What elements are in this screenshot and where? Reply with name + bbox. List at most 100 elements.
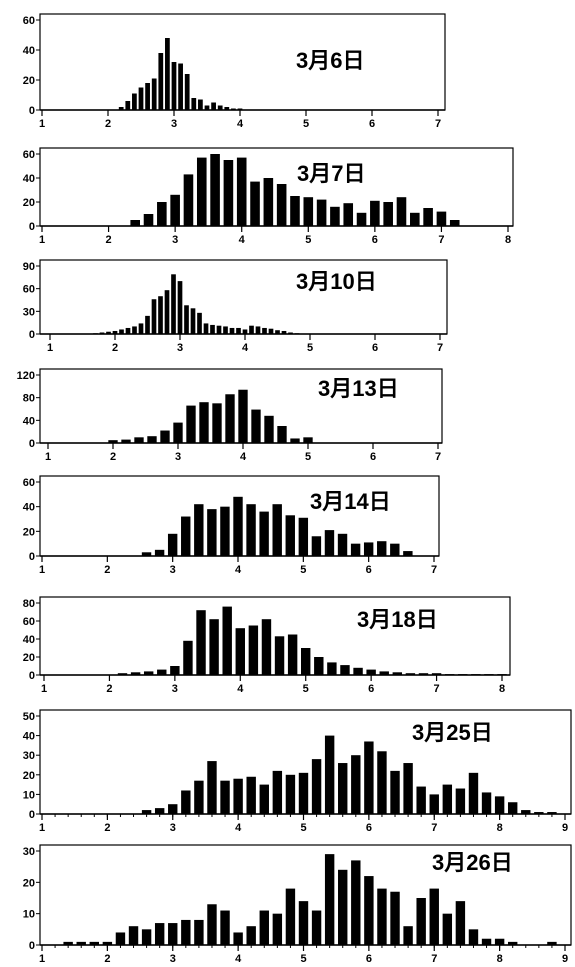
- chart-title: 3月7日: [297, 161, 365, 186]
- y-tick-label: 90: [23, 261, 35, 273]
- x-tick-label: 4: [235, 822, 242, 834]
- y-tick-label: 30: [23, 750, 35, 762]
- y-tick-label: 40: [23, 45, 35, 57]
- histogram-bar: [183, 174, 194, 226]
- histogram-bar: [63, 941, 73, 945]
- x-tick-label: 8: [497, 822, 503, 834]
- histogram-bar: [377, 888, 387, 945]
- y-tick-label: 80: [23, 598, 35, 610]
- histogram-bar: [233, 778, 243, 814]
- histogram-bar: [238, 389, 248, 443]
- histogram-bar: [220, 780, 230, 814]
- x-tick-label: 4: [235, 953, 242, 965]
- histogram-bar: [147, 436, 157, 443]
- histogram-bar: [340, 665, 350, 675]
- histogram-bar: [379, 671, 389, 675]
- histogram-bar: [416, 898, 426, 945]
- x-tick-label: 5: [300, 822, 306, 834]
- y-tick-label: 40: [23, 634, 35, 646]
- x-tick-label: 1: [39, 822, 45, 834]
- y-tick-label: 80: [23, 393, 35, 405]
- y-tick-label: 30: [23, 306, 35, 318]
- x-tick-label: 5: [300, 564, 306, 576]
- histogram-bar: [157, 202, 167, 226]
- histogram-bar: [311, 759, 322, 814]
- histogram-bar: [203, 323, 209, 334]
- histogram-panel-mar-13: 3月13日 1 2 3 4 5 6 7 0 40 80 120: [17, 368, 443, 463]
- histogram-bar: [130, 672, 141, 675]
- histogram-panel-mar-25: 3月25日 1 2 3 4 5 6 7 8 9 0 10 20 30 40 50: [23, 709, 572, 834]
- histogram-bar: [377, 541, 387, 556]
- y-tick-label: 0: [29, 221, 35, 233]
- x-tick-label: 5: [307, 342, 313, 354]
- histogram-bar: [89, 941, 99, 945]
- histogram-bar: [390, 891, 400, 945]
- histogram-panel-mar-26: 3月26日 1 2 3 4 5 6 7 8 9 0 10 20 30: [23, 844, 572, 965]
- histogram-bar: [330, 206, 340, 226]
- chart-title: 3月14日: [310, 489, 391, 514]
- y-tick-label: 40: [23, 502, 35, 514]
- histogram-bar: [276, 184, 287, 226]
- histogram-bar: [112, 330, 118, 334]
- chart-title: 3月25日: [412, 720, 493, 745]
- histogram-bar: [455, 901, 466, 945]
- histogram-bar: [303, 437, 313, 443]
- histogram-bar: [285, 515, 295, 556]
- x-tick-label: 6: [366, 953, 372, 965]
- chart-title: 3月6日: [296, 48, 364, 73]
- y-tick-label: 0: [29, 329, 35, 341]
- histogram-bar: [198, 99, 203, 110]
- histogram-bar: [287, 634, 298, 675]
- histogram-bar: [171, 62, 177, 110]
- y-tick-label: 0: [29, 940, 35, 952]
- histogram-bar: [125, 327, 131, 334]
- histogram-bar: [138, 323, 144, 334]
- histogram-bar: [403, 551, 413, 556]
- histogram-bar: [303, 197, 314, 226]
- histogram-bar: [134, 437, 144, 443]
- x-tick-label: 6: [366, 822, 372, 834]
- x-tick-label: 7: [438, 234, 444, 246]
- y-tick-label: 40: [23, 415, 35, 427]
- x-tick-label: 5: [305, 451, 311, 463]
- histogram-bar: [468, 772, 479, 814]
- x-tick-label: 9: [562, 953, 568, 965]
- histogram-bar: [351, 755, 361, 814]
- histogram-bar: [196, 157, 207, 226]
- x-tick-label: 4: [240, 451, 247, 463]
- x-tick-label: 4: [237, 118, 244, 130]
- histogram-bar: [377, 751, 387, 814]
- histogram-bar: [277, 426, 287, 443]
- histogram-bar: [125, 101, 131, 110]
- histogram-bar: [429, 888, 439, 945]
- histogram-bar: [132, 326, 137, 334]
- histogram-bar: [455, 788, 466, 814]
- x-tick-label: 1: [39, 564, 45, 576]
- histogram-bar: [121, 439, 131, 443]
- x-tick-label: 5: [305, 234, 311, 246]
- plot-frame: [39, 259, 448, 335]
- histogram-bar: [494, 796, 505, 814]
- histogram-bar: [168, 804, 178, 814]
- chart-title: 3月10日: [296, 269, 377, 294]
- histogram-bar: [199, 402, 209, 443]
- histogram-bar: [429, 794, 439, 814]
- histogram-bar: [204, 105, 210, 110]
- histogram-bar: [449, 220, 460, 226]
- histogram-bar: [248, 625, 259, 675]
- histogram-bar: [225, 394, 235, 443]
- histogram-bar: [264, 415, 274, 443]
- y-tick-label: 0: [29, 551, 35, 563]
- histogram-bar: [157, 669, 167, 675]
- y-tick-label: 20: [23, 652, 35, 664]
- x-tick-label: 7: [431, 953, 437, 965]
- histogram-panel-mar-14: 3月14日 1 2 3 4 5 6 7 0 20 40 60: [23, 475, 440, 576]
- histogram-bar: [314, 657, 324, 675]
- histogram-bar: [223, 160, 234, 226]
- y-tick-label: 60: [23, 149, 35, 161]
- histogram-bar: [99, 332, 105, 334]
- histogram-bar: [209, 619, 219, 675]
- histogram-bar: [236, 157, 247, 226]
